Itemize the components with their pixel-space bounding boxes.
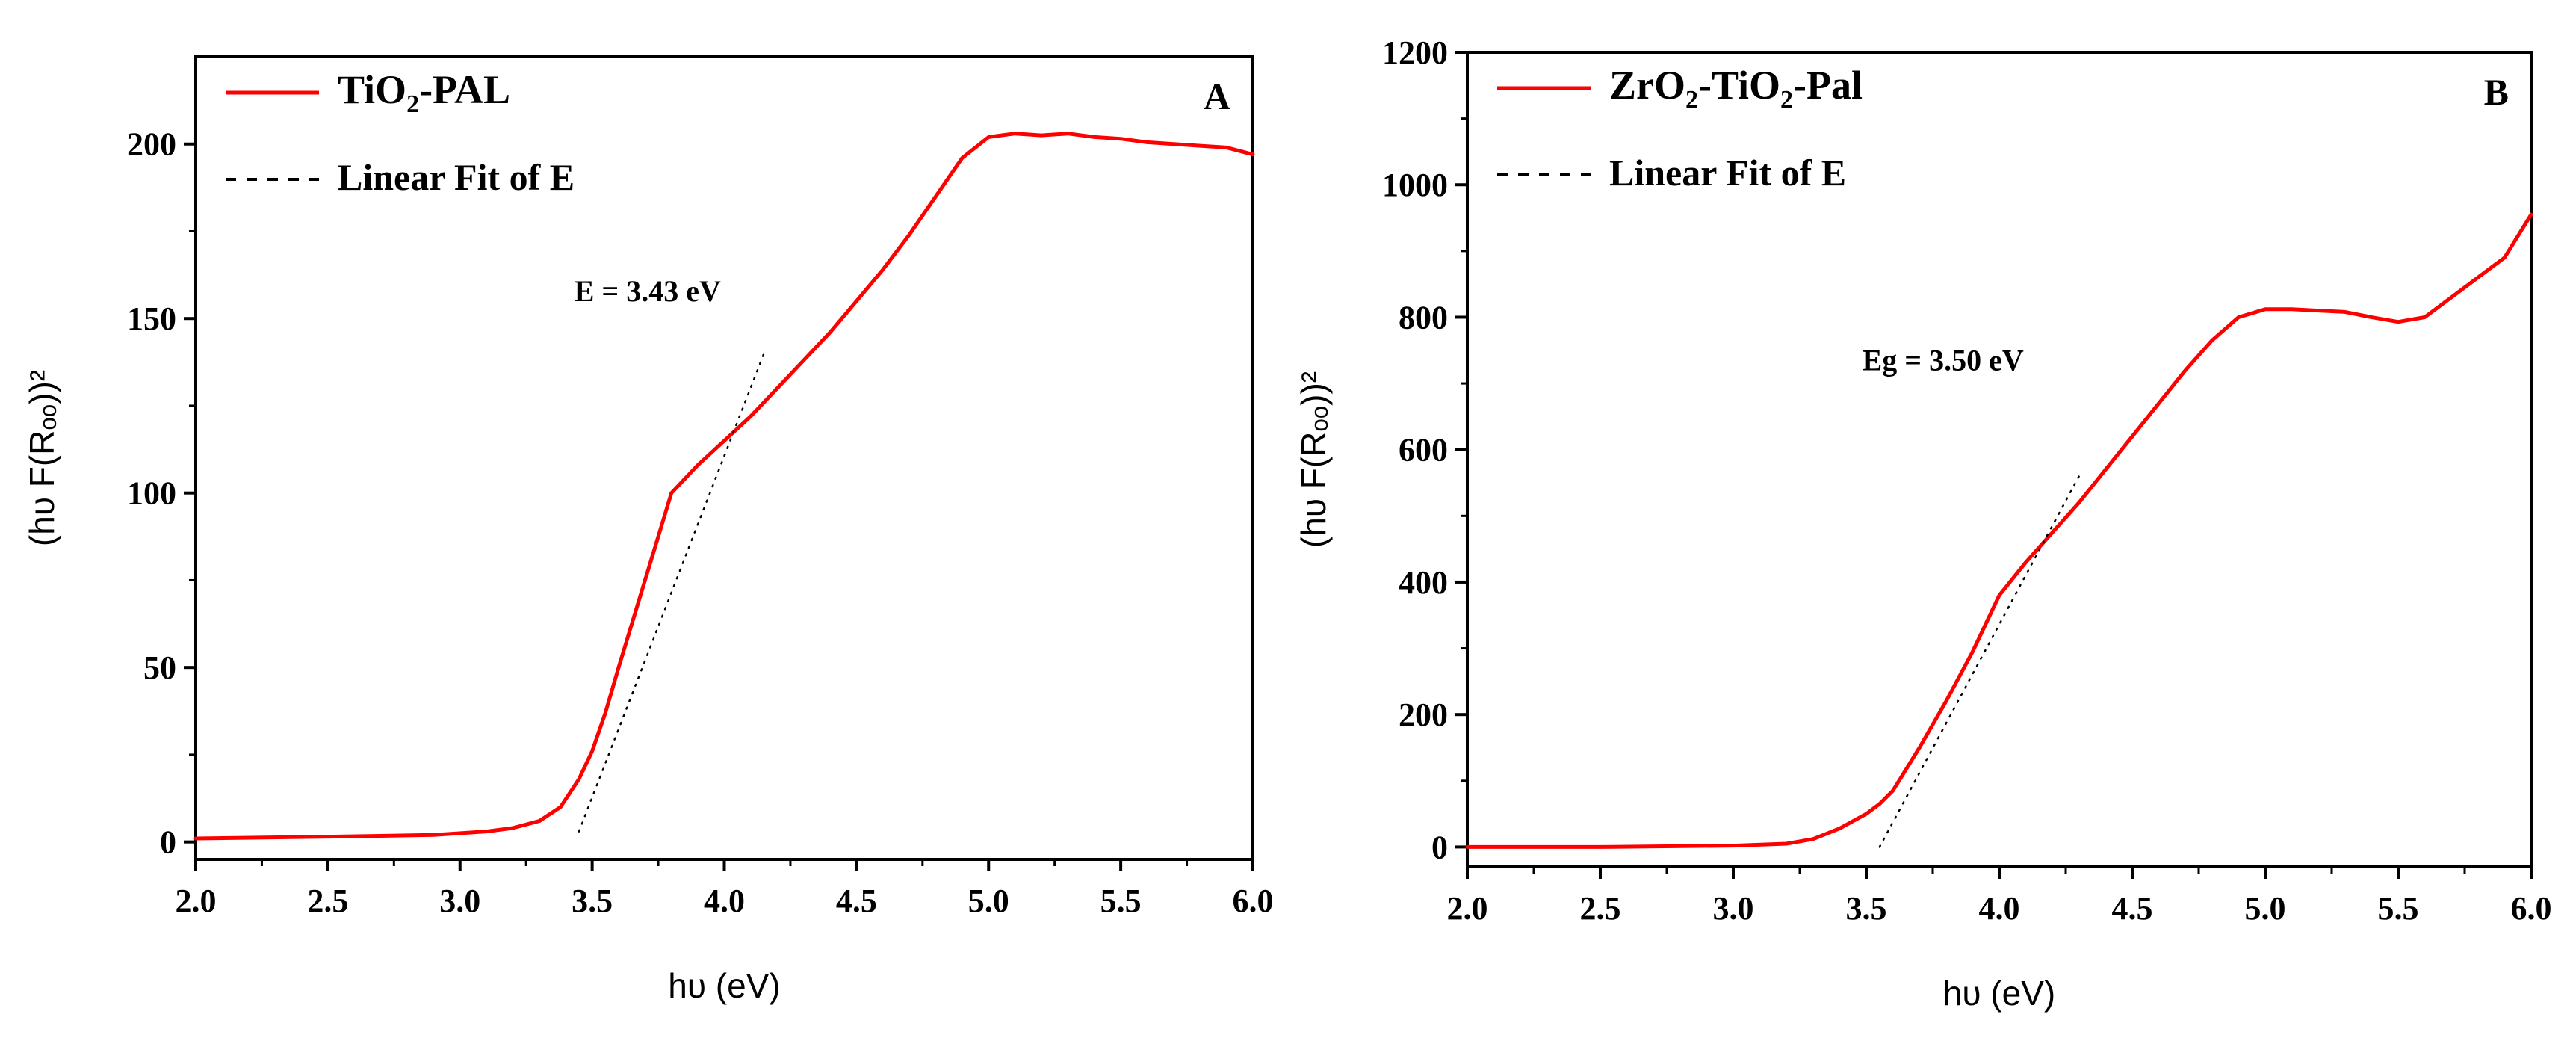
y-tick-label-a-2: 100 bbox=[127, 475, 176, 512]
y-tick-label-a-0: 0 bbox=[160, 824, 176, 861]
tick-labels-b: 2.0 2.5 3.0 3.5 4.0 4.5 5.0 5.5 6.0 0 200 400 600 800… bbox=[1382, 34, 2552, 927]
x-tick-label-a-0: 2.0 bbox=[176, 883, 217, 919]
x-axis-title-b: hυ (eV) bbox=[1943, 974, 2055, 1013]
y-tick-label-b-2: 400 bbox=[1399, 564, 1448, 601]
legend-label-fit-b: Linear Fit of E bbox=[1609, 152, 1846, 194]
y-tick-label-b-4: 800 bbox=[1399, 299, 1448, 336]
y-tick-label-b-0: 0 bbox=[1431, 829, 1448, 865]
panel-label-b: B bbox=[2484, 71, 2509, 113]
annotation-a: E = 3.43 eV bbox=[575, 274, 721, 308]
x-tick-label-a-2: 3.0 bbox=[439, 883, 480, 919]
x-tick-label-b-1: 2.5 bbox=[1580, 890, 1621, 927]
series-layer-a bbox=[193, 132, 1255, 841]
x-tick-label-a-7: 5.5 bbox=[1100, 883, 1142, 919]
x-tick-label-a-8: 6.0 bbox=[1233, 883, 1274, 919]
x-tick-label-b-6: 5.0 bbox=[2245, 890, 2286, 927]
legend-label-series-b: ZrO2-TiO2-Pal bbox=[1609, 63, 1863, 114]
y-axis-title-b: (hυ F(Rₒₒ))² bbox=[1294, 371, 1333, 548]
x-axis-title-a: hυ (eV) bbox=[668, 966, 780, 1005]
axis-ticks-b bbox=[1455, 51, 2533, 879]
chart-panel-b: 2.0 2.5 3.0 3.5 4.0 4.5 5.0 5.5 6.0 0 200 400 600 800… bbox=[1294, 34, 2552, 1013]
x-tick-label-b-0: 2.0 bbox=[1447, 890, 1488, 927]
x-tick-label-b-8: 6.0 bbox=[2511, 890, 2552, 927]
linear-fit-line-a bbox=[578, 352, 765, 833]
legend-b: ZrO2-TiO2-Pal Linear Fit of E bbox=[1497, 63, 1863, 194]
y-tick-label-a-4: 200 bbox=[127, 126, 176, 163]
axis-ticks-a bbox=[184, 142, 1254, 871]
panel-label-a: A bbox=[1204, 75, 1230, 117]
x-tick-label-b-4: 4.0 bbox=[1979, 890, 2020, 927]
y-tick-label-b-5: 1000 bbox=[1382, 167, 1448, 203]
legend-label-fit-a: Linear Fit of E bbox=[338, 156, 575, 198]
y-tick-label-b-6: 1200 bbox=[1382, 34, 1448, 71]
y-axis-title-a: (hυ F(Rₒₒ))² bbox=[22, 370, 61, 546]
x-tick-label-b-3: 3.5 bbox=[1846, 890, 1887, 927]
x-tick-label-a-4: 4.0 bbox=[704, 883, 745, 919]
chart-panel-a: 2.0 2.5 3.0 3.5 4.0 4.5 5.0 5.5 6.0050100150200 … bbox=[22, 55, 1274, 1005]
tick-labels-a: 2.0 2.5 3.0 3.5 4.0 4.5 5.0 5.5 6.0 0 50 100 150 200 bbox=[127, 126, 1274, 919]
legend-label-series-a: TiO2-PAL bbox=[338, 67, 510, 118]
x-tick-label-a-3: 3.5 bbox=[572, 883, 613, 919]
x-tick-label-a-6: 5.0 bbox=[968, 883, 1009, 919]
y-tick-label-a-3: 150 bbox=[127, 300, 176, 337]
x-tick-label-b-5: 4.5 bbox=[2112, 890, 2153, 927]
x-tick-label-a-1: 2.5 bbox=[307, 883, 348, 919]
series-layer-b bbox=[1465, 212, 2533, 849]
x-tick-label-b-2: 3.0 bbox=[1713, 890, 1754, 927]
y-tick-label-b-3: 600 bbox=[1399, 432, 1448, 469]
annotation-b: Eg = 3.50 eV bbox=[1863, 343, 2024, 377]
legend-a: TiO2-PAL Linear Fit of E bbox=[226, 67, 575, 198]
x-tick-label-b-7: 5.5 bbox=[2378, 890, 2419, 927]
y-tick-label-a-1: 50 bbox=[143, 649, 176, 686]
x-tick-label-a-5: 4.5 bbox=[836, 883, 877, 919]
y-tick-label-b-1: 200 bbox=[1399, 696, 1448, 733]
